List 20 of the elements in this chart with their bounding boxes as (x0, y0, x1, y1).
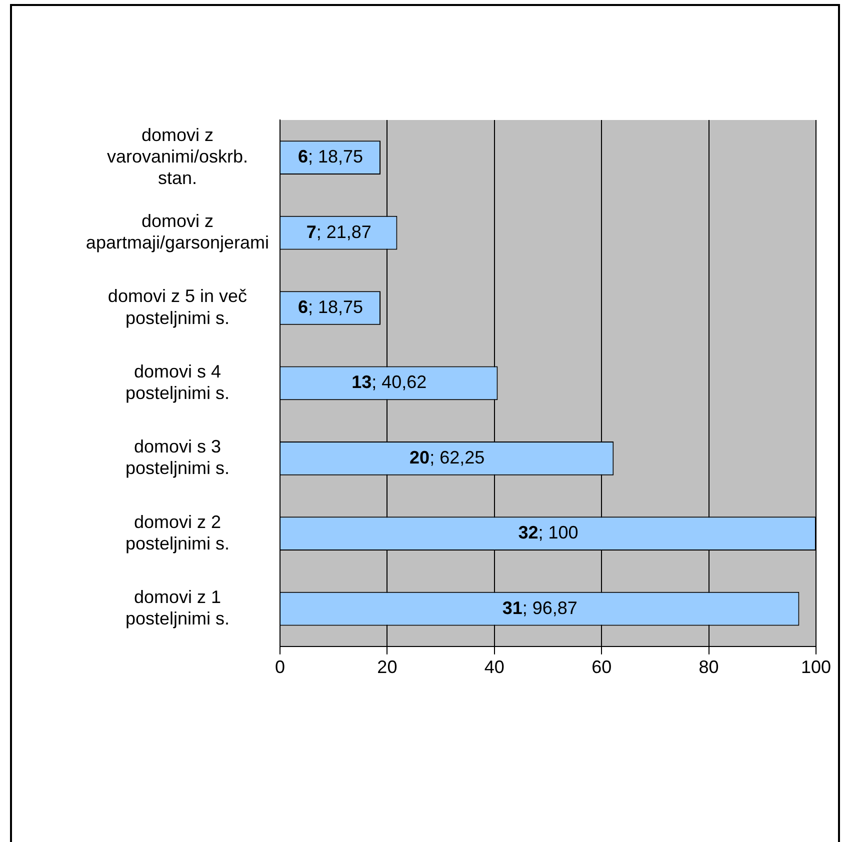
y-tick-label: domovi z 5 in več posteljnimi s. (108, 286, 247, 328)
data-label: 32; 100 (518, 522, 578, 543)
y-tick-label: domovi z varovanimi/oskrb. stan. (106, 124, 248, 188)
x-tick-label: 60 (592, 657, 612, 678)
y-tick-label: domovi s 3 posteljnimi s. (125, 436, 230, 478)
data-label: 13; 40,62 (352, 372, 427, 392)
y-tick-label: domovi z apartmaji/garsonjerami (86, 210, 269, 253)
y-tick-label: domovi z 2 posteljnimi s. (125, 512, 230, 554)
data-label: 7; 21,87 (306, 222, 372, 242)
x-tick-label: 20 (377, 657, 398, 678)
data-label: 6; 18,75 (298, 146, 364, 167)
y-tick-label: domovi z 1 posteljnimi s. (125, 586, 230, 629)
data-label: 6; 18,75 (298, 296, 364, 317)
x-tick-label: 0 (274, 657, 286, 678)
x-tick-label: 40 (484, 657, 504, 678)
y-tick-label: domovi s 4 posteljnimi s. (125, 361, 230, 403)
x-tick-label: 100 (800, 657, 832, 678)
x-tick-label: 80 (698, 657, 719, 678)
data-label: 31; 96,87 (502, 598, 578, 618)
data-label: 20; 62,25 (410, 447, 485, 468)
